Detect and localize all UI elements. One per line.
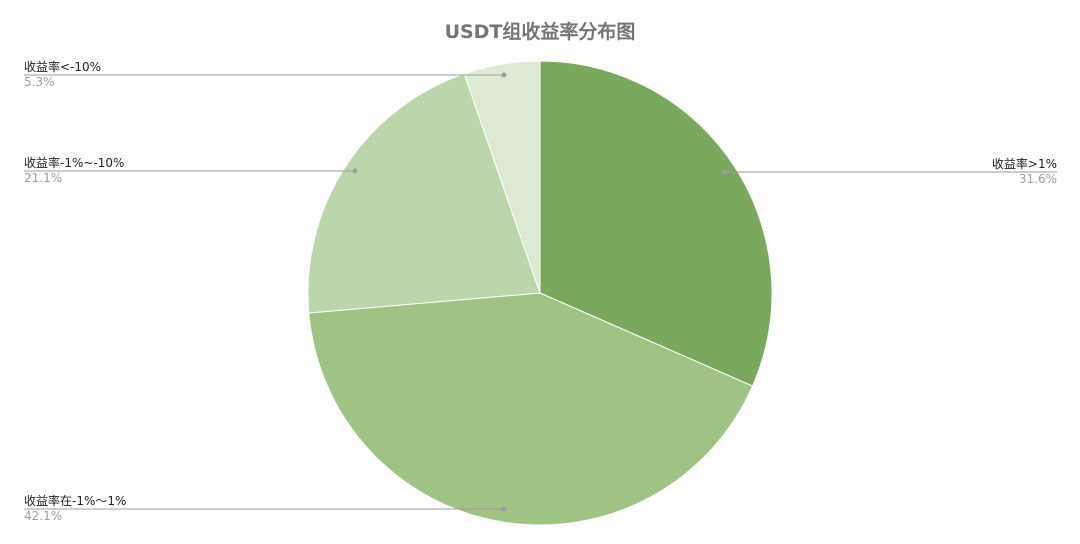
leader-dot xyxy=(501,506,507,512)
slice-value-label: 31.6% xyxy=(1019,172,1057,186)
slice-neg1to10 xyxy=(307,73,541,314)
leader-dot xyxy=(352,168,358,174)
slice-lt10 xyxy=(463,60,541,294)
slice-value-label: 21.1% xyxy=(24,171,62,185)
slice-labels: 收益率>1%31.6% 收益率在-1%～1%42.1% 收益率-1%~-10%21.… xyxy=(24,59,1057,523)
slice-value-label: 42.1% xyxy=(24,509,62,523)
slice-value-label: 5.3% xyxy=(24,75,55,89)
slice-label: 收益率-1%~-10% xyxy=(24,155,124,170)
pie-slices xyxy=(307,60,773,526)
slice-label: 收益率>1% xyxy=(992,156,1057,171)
slice-gt1 xyxy=(539,60,773,387)
leader-dot xyxy=(501,72,507,78)
slice-mid xyxy=(308,292,754,526)
leader-dot xyxy=(722,169,728,175)
chart-title: USDT组收益率分布图 xyxy=(445,20,636,43)
slice-label: 收益率在-1%～1% xyxy=(24,493,126,508)
slice-label: 收益率<-10% xyxy=(24,59,101,74)
